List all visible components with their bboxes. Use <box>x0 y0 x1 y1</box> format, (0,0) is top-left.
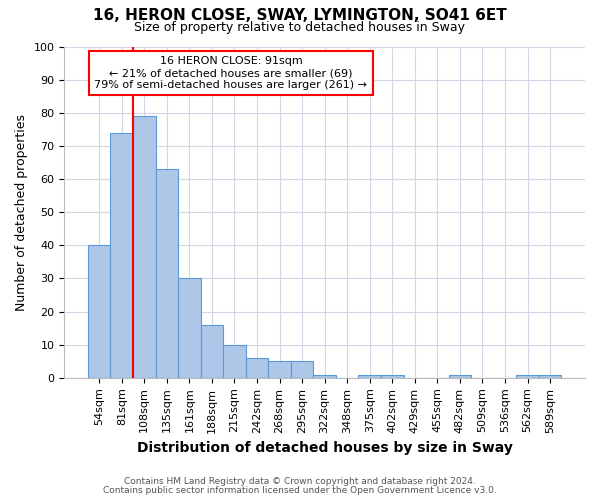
Bar <box>155 169 178 378</box>
Bar <box>178 278 200 378</box>
Text: Contains public sector information licensed under the Open Government Licence v3: Contains public sector information licen… <box>103 486 497 495</box>
Bar <box>223 344 246 378</box>
X-axis label: Distribution of detached houses by size in Sway: Distribution of detached houses by size … <box>137 441 512 455</box>
Bar <box>246 358 268 378</box>
Bar <box>539 374 562 378</box>
Text: Size of property relative to detached houses in Sway: Size of property relative to detached ho… <box>134 21 466 34</box>
Bar <box>516 374 539 378</box>
Text: 16, HERON CLOSE, SWAY, LYMINGTON, SO41 6ET: 16, HERON CLOSE, SWAY, LYMINGTON, SO41 6… <box>93 8 507 22</box>
Bar <box>88 246 110 378</box>
Bar <box>313 374 336 378</box>
Bar <box>291 362 313 378</box>
Bar <box>200 325 223 378</box>
Text: 16 HERON CLOSE: 91sqm
← 21% of detached houses are smaller (69)
79% of semi-deta: 16 HERON CLOSE: 91sqm ← 21% of detached … <box>94 56 367 90</box>
Bar <box>381 374 404 378</box>
Y-axis label: Number of detached properties: Number of detached properties <box>15 114 28 310</box>
Bar <box>449 374 471 378</box>
Text: Contains HM Land Registry data © Crown copyright and database right 2024.: Contains HM Land Registry data © Crown c… <box>124 477 476 486</box>
Bar <box>110 132 133 378</box>
Bar <box>133 116 155 378</box>
Bar <box>358 374 381 378</box>
Bar <box>268 362 291 378</box>
